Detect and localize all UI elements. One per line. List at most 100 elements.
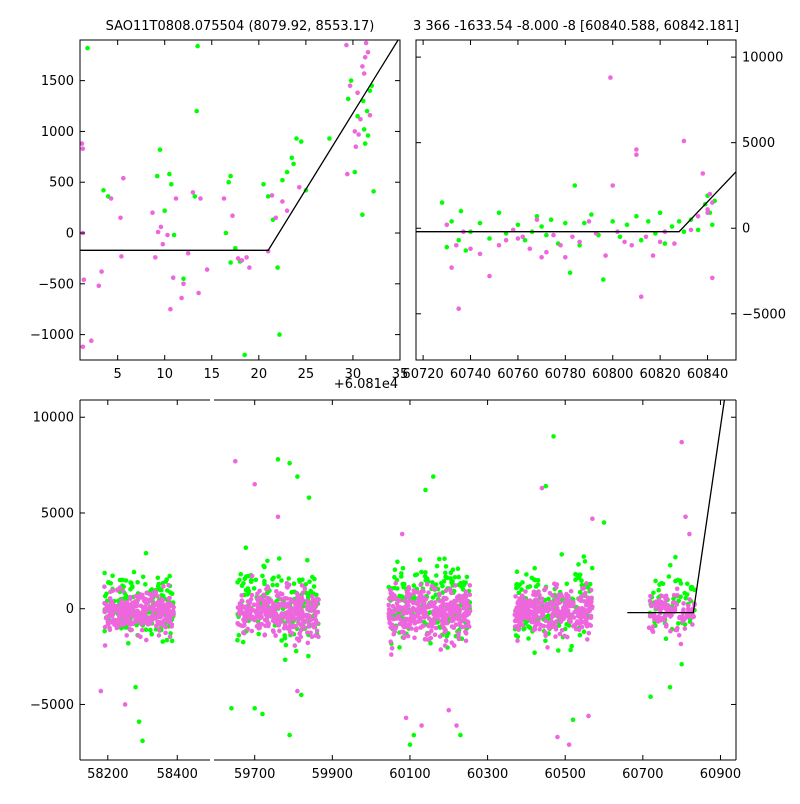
green-point <box>570 717 576 723</box>
magenta-point <box>519 609 525 615</box>
magenta-point <box>138 634 143 640</box>
green-point <box>134 622 139 628</box>
magenta-point <box>268 598 274 603</box>
green-point <box>167 573 172 579</box>
green-point <box>576 562 581 567</box>
magenta-point <box>465 619 471 625</box>
green-point <box>256 631 262 637</box>
magenta-point <box>647 598 653 604</box>
magenta-point <box>390 625 395 631</box>
y-tick-label: 1500 <box>41 74 74 89</box>
magenta-point <box>156 627 162 633</box>
green-point <box>695 227 701 233</box>
magenta-point <box>102 624 108 630</box>
green-point <box>440 583 445 589</box>
magenta-point <box>292 643 298 648</box>
magenta-point <box>389 652 394 657</box>
magenta-point <box>119 598 124 603</box>
magenta-point <box>266 623 271 629</box>
magenta-point <box>405 633 411 639</box>
magenta-point <box>124 633 129 638</box>
y-tick-label: 10000 <box>33 411 74 426</box>
magenta-point <box>394 601 400 606</box>
green-point <box>526 636 531 641</box>
green-point <box>223 230 229 236</box>
green-point <box>671 596 676 602</box>
y-tick-label: −500 <box>38 277 74 292</box>
green-point <box>312 576 317 582</box>
green-point <box>167 171 172 177</box>
magenta-point <box>99 269 104 274</box>
magenta-point <box>409 626 414 631</box>
magenta-point <box>167 634 173 640</box>
magenta-point <box>126 617 132 622</box>
magenta-point <box>450 613 455 618</box>
magenta-point <box>553 619 559 624</box>
green-point <box>657 582 662 587</box>
magenta-point <box>459 599 465 604</box>
green-point <box>160 639 165 644</box>
magenta-point <box>409 618 415 624</box>
magenta-point <box>573 626 579 632</box>
magenta-point <box>588 613 594 619</box>
green-point <box>535 582 541 588</box>
magenta-point <box>690 622 695 627</box>
x-tick-label: 25 <box>298 367 315 382</box>
magenta-point <box>115 587 120 592</box>
magenta-point <box>249 628 255 634</box>
magenta-point <box>314 628 320 634</box>
magenta-point <box>513 594 518 599</box>
magenta-point <box>388 587 393 593</box>
magenta-point <box>244 613 250 619</box>
magenta-point <box>245 626 250 632</box>
magenta-point <box>456 306 462 312</box>
green-point <box>543 483 549 489</box>
magenta-point <box>281 625 287 631</box>
green-point <box>295 474 300 479</box>
magenta-point <box>308 617 314 623</box>
magenta-point <box>653 599 659 604</box>
magenta-point <box>259 615 264 620</box>
green-point <box>577 243 582 248</box>
magenta-point <box>278 597 284 602</box>
green-point <box>407 742 413 747</box>
magenta-point <box>429 628 434 634</box>
magenta-point <box>679 439 684 445</box>
magenta-point <box>120 620 125 626</box>
magenta-point <box>358 116 363 122</box>
magenta-point <box>147 597 152 603</box>
magenta-point <box>230 213 235 218</box>
green-point <box>456 237 462 243</box>
x-tick-label: 35 <box>392 367 409 382</box>
green-point <box>412 572 418 578</box>
magenta-point <box>665 607 671 613</box>
magenta-point <box>496 243 502 248</box>
magenta-point <box>684 612 690 617</box>
green-point <box>229 705 234 711</box>
magenta-point <box>515 638 520 643</box>
green-point <box>663 636 669 641</box>
green-point <box>527 625 533 631</box>
magenta-point <box>477 251 483 257</box>
magenta-point <box>449 590 454 596</box>
green-point <box>543 638 548 644</box>
magenta-point <box>539 254 544 260</box>
magenta-point <box>96 283 102 289</box>
magenta-point <box>299 599 305 604</box>
magenta-point <box>582 612 588 618</box>
magenta-point <box>108 196 114 201</box>
magenta-point <box>590 516 595 522</box>
magenta-point <box>387 620 393 626</box>
green-point <box>192 194 198 199</box>
magenta-point <box>652 613 657 618</box>
green-point <box>260 711 265 717</box>
magenta-point <box>412 607 418 613</box>
green-point <box>140 574 146 580</box>
magenta-point <box>98 688 104 694</box>
magenta-point <box>545 645 550 650</box>
y-tick-label: 0 <box>66 227 74 242</box>
magenta-point <box>153 255 158 260</box>
green-point <box>685 581 690 587</box>
magenta-point <box>417 593 423 598</box>
magenta-point <box>671 592 677 598</box>
